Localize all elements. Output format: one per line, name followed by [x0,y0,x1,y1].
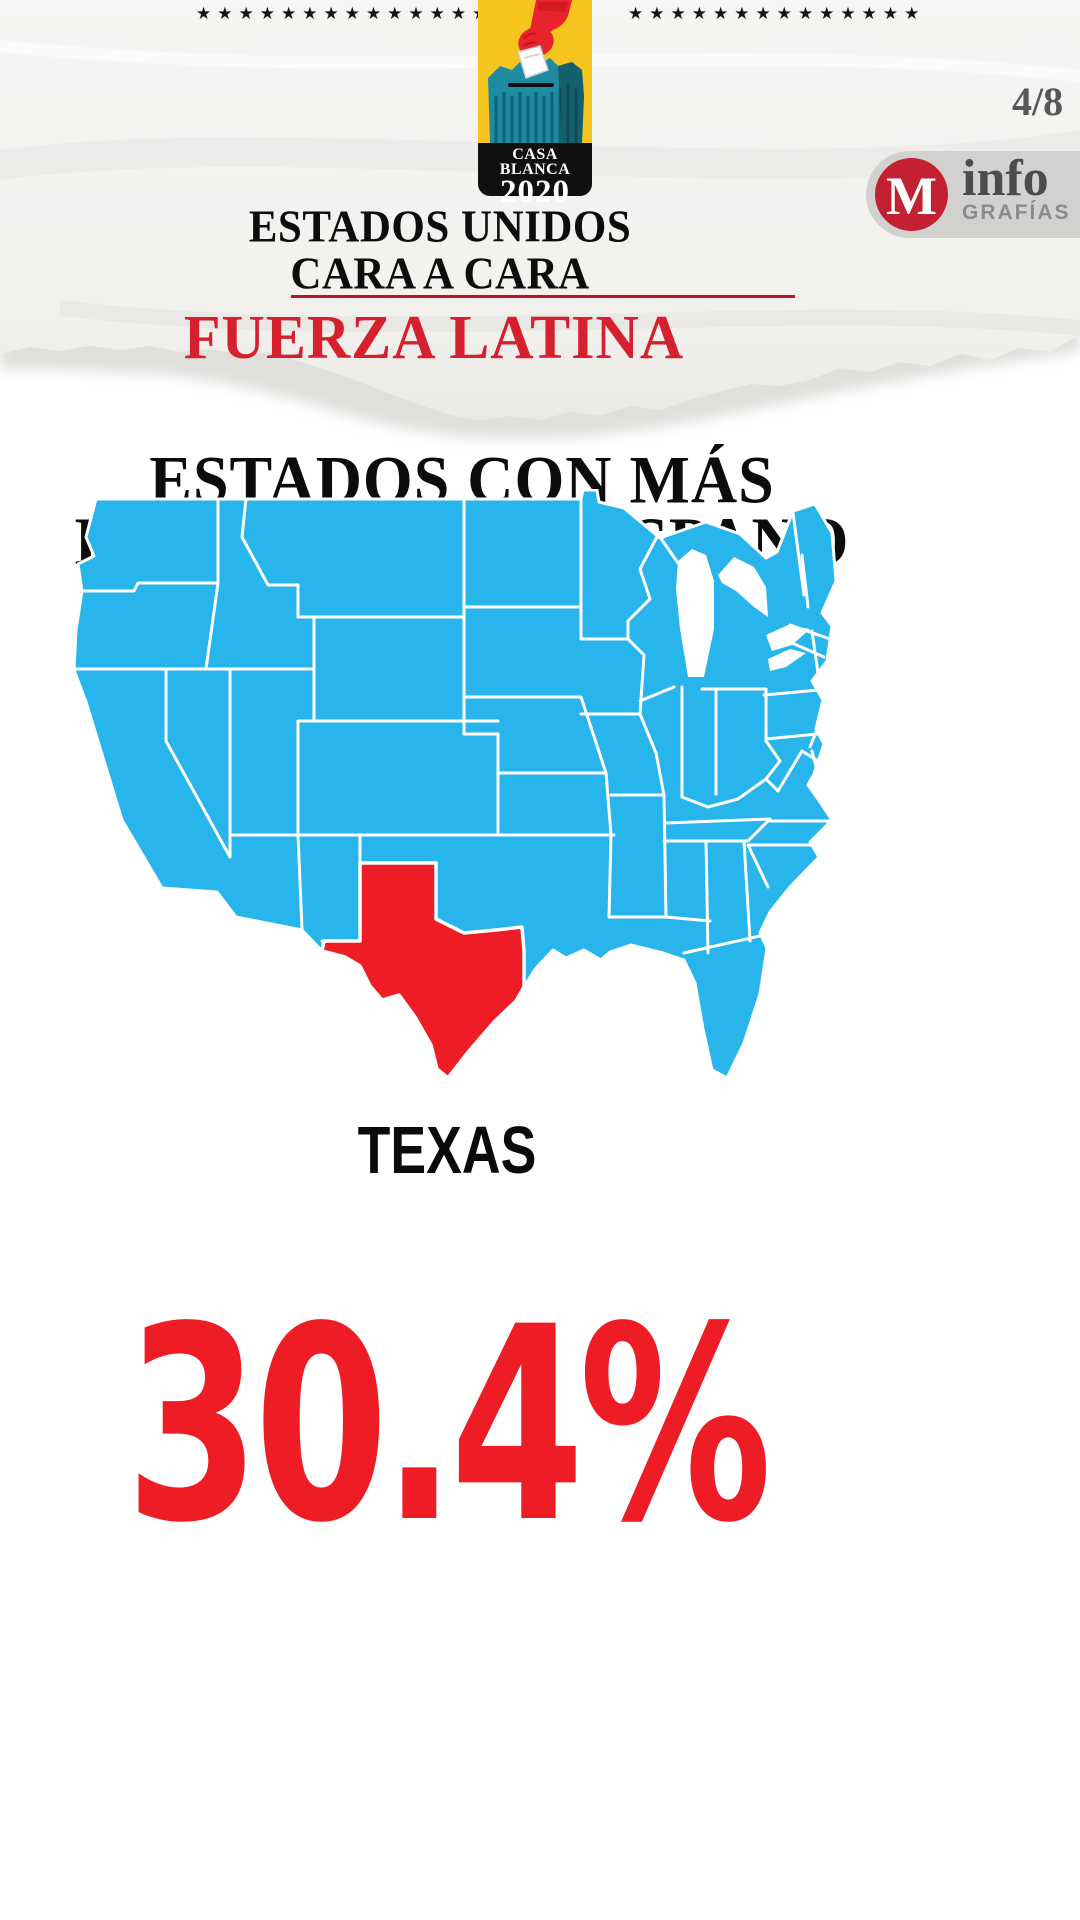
paper-sheet [0,0,1080,421]
section-title: FUERZA LATINA [183,302,685,372]
brand-word-info: info [962,150,1049,207]
logo-title-band: CASA BLANCA 2020 [478,143,592,209]
logo-year: 2020 [500,174,570,210]
red-divider-rule [291,295,795,298]
brand-wordmark: info GRAFÍAS [962,153,1071,225]
kicker-line-1: ESTADOS UNIDOS [248,202,632,253]
hispanic-electorate-value: 30.4% [125,1270,772,1582]
logo-title: CASA BLANCA [499,146,571,178]
texas-state-shape [320,861,526,1080]
us-map-silhouette [72,489,836,1080]
milenio-m-icon: M [875,158,948,231]
us-map [72,489,836,1080]
state-borders [72,497,834,955]
milenio-infografias-logo: M info GRAFÍAS [866,151,1080,238]
highlighted-state-label: TEXAS [357,1113,537,1188]
star-row-left: ★★★★★★★★★★★★★★ [196,4,494,24]
star-row-right: ★★★★★★★★★★★★★★ [628,4,926,24]
ballot-box-icon [478,0,592,143]
great-lakes [676,549,810,677]
brand-word-grafias: GRAFÍAS [962,201,1071,224]
kicker-line-2: CARA A CARA [290,249,590,300]
casa-blanca-2020-logo: CASA BLANCA 2020 [478,0,592,209]
page-indicator: 4/8 [1012,79,1064,124]
